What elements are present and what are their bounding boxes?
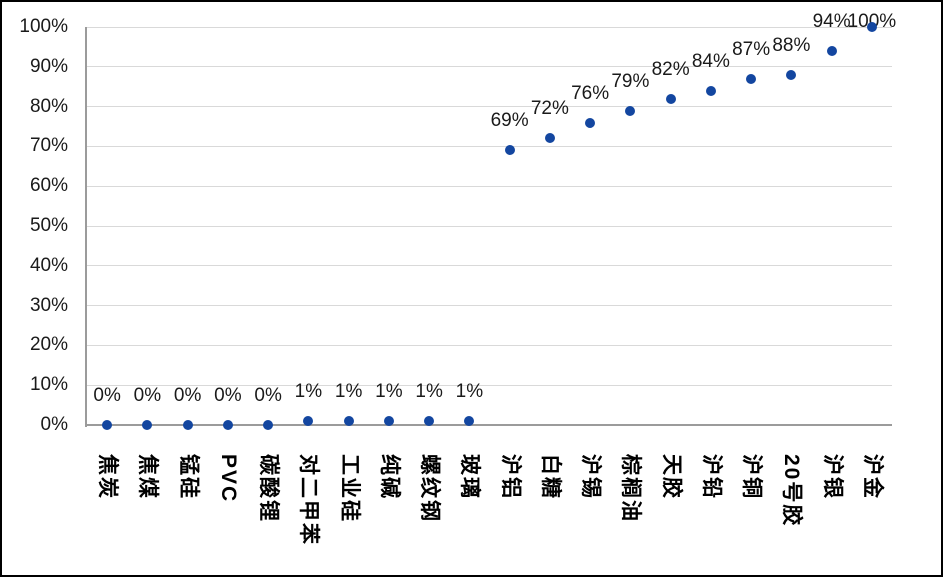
data-point xyxy=(102,420,113,430)
gridline xyxy=(87,265,892,267)
data-point xyxy=(263,420,274,430)
gridline xyxy=(87,344,892,346)
gridline xyxy=(87,145,892,147)
data-point xyxy=(826,45,837,56)
data-point xyxy=(705,85,716,96)
data-point-label: 87% xyxy=(732,38,771,60)
data-point xyxy=(786,69,797,80)
data-point xyxy=(383,416,394,427)
y-axis-tick-label: 0% xyxy=(40,414,68,435)
gridline xyxy=(87,225,892,227)
y-axis-tick-label: 40% xyxy=(29,254,68,276)
data-point-label: 1% xyxy=(455,381,484,403)
gridline xyxy=(87,384,892,386)
data-point xyxy=(343,416,354,427)
data-point-label: 1% xyxy=(334,381,363,403)
data-point-label: 1% xyxy=(375,381,403,403)
y-axis-tick-label: 50% xyxy=(29,215,68,236)
y-axis-tick-label: 90% xyxy=(29,55,68,77)
data-point xyxy=(142,420,153,430)
x-axis-category-label: 沪锡 xyxy=(579,454,603,500)
x-axis-category-label: 沪铅 xyxy=(699,454,723,500)
data-point-label: 0% xyxy=(254,385,282,406)
data-point xyxy=(544,133,555,144)
data-point-label: 72% xyxy=(530,98,569,120)
data-point-label: 100% xyxy=(826,11,918,33)
data-point xyxy=(504,145,515,156)
data-point xyxy=(746,73,757,84)
data-point-label: 76% xyxy=(571,82,610,104)
gridline xyxy=(87,185,892,187)
x-axis-category-label: 对二甲苯 xyxy=(297,454,321,546)
x-axis-category-label: 天胶 xyxy=(659,454,683,500)
data-point xyxy=(585,117,596,128)
data-point xyxy=(182,420,193,430)
gridline xyxy=(87,305,892,307)
y-axis-tick-label: 20% xyxy=(29,334,68,356)
gridline xyxy=(87,26,892,28)
x-axis-line xyxy=(85,424,892,426)
y-axis-tick-label: 60% xyxy=(29,175,68,197)
data-point xyxy=(665,93,676,104)
x-axis-category-label: 焦炭 xyxy=(96,454,120,500)
x-axis-category-label: 棕榈油 xyxy=(619,454,643,523)
data-point-label: 88% xyxy=(772,34,811,56)
x-axis-category-label: 沪银 xyxy=(820,454,844,500)
data-point-label: 69% xyxy=(490,110,529,132)
data-point xyxy=(303,416,314,427)
y-axis-line xyxy=(85,27,87,427)
data-point xyxy=(866,22,877,32)
y-axis-tick-label: 10% xyxy=(29,374,68,396)
x-axis-category-label: 纯碱 xyxy=(377,454,401,500)
gridline xyxy=(87,66,892,68)
x-axis-category-label: 玻璃 xyxy=(458,454,482,500)
data-point-label: 0% xyxy=(93,385,121,406)
data-point-label: 0% xyxy=(173,385,202,406)
data-point-label: 84% xyxy=(691,50,730,72)
y-axis-tick-label: 100% xyxy=(19,16,68,37)
data-point-label: 79% xyxy=(611,70,650,92)
x-axis-category-label: 白糖 xyxy=(538,454,562,500)
x-axis-category-label: 20号胶 xyxy=(780,454,804,528)
y-axis-tick-label: 70% xyxy=(29,135,68,157)
y-axis-tick-label: 30% xyxy=(29,294,68,316)
x-axis-category-label: 螺纹钢 xyxy=(418,454,442,523)
x-axis-category-label: 焦煤 xyxy=(136,454,160,500)
data-point-label: 0% xyxy=(133,385,162,406)
x-axis-category-label: 沪铜 xyxy=(740,454,764,500)
x-axis-category-label: 沪铝 xyxy=(498,454,522,500)
x-axis-category-label: 碳酸锂 xyxy=(257,454,281,523)
x-axis-category-label: 沪金 xyxy=(860,454,884,500)
data-point xyxy=(424,416,435,427)
data-point-label: 82% xyxy=(651,58,690,80)
gridline xyxy=(87,106,892,108)
data-point xyxy=(625,105,636,116)
data-point-label: 1% xyxy=(415,381,443,403)
y-axis-tick-label: 80% xyxy=(29,95,68,117)
data-point xyxy=(464,416,475,427)
data-point-label: 0% xyxy=(214,385,242,406)
data-point-label: 94% xyxy=(812,11,851,32)
data-point xyxy=(222,420,233,430)
x-axis-category-label: PVC xyxy=(216,454,240,504)
data-point-label: 1% xyxy=(294,381,323,403)
x-axis-category-label: 锰硅 xyxy=(176,454,200,500)
x-axis-category-label: 工业硅 xyxy=(337,454,361,523)
